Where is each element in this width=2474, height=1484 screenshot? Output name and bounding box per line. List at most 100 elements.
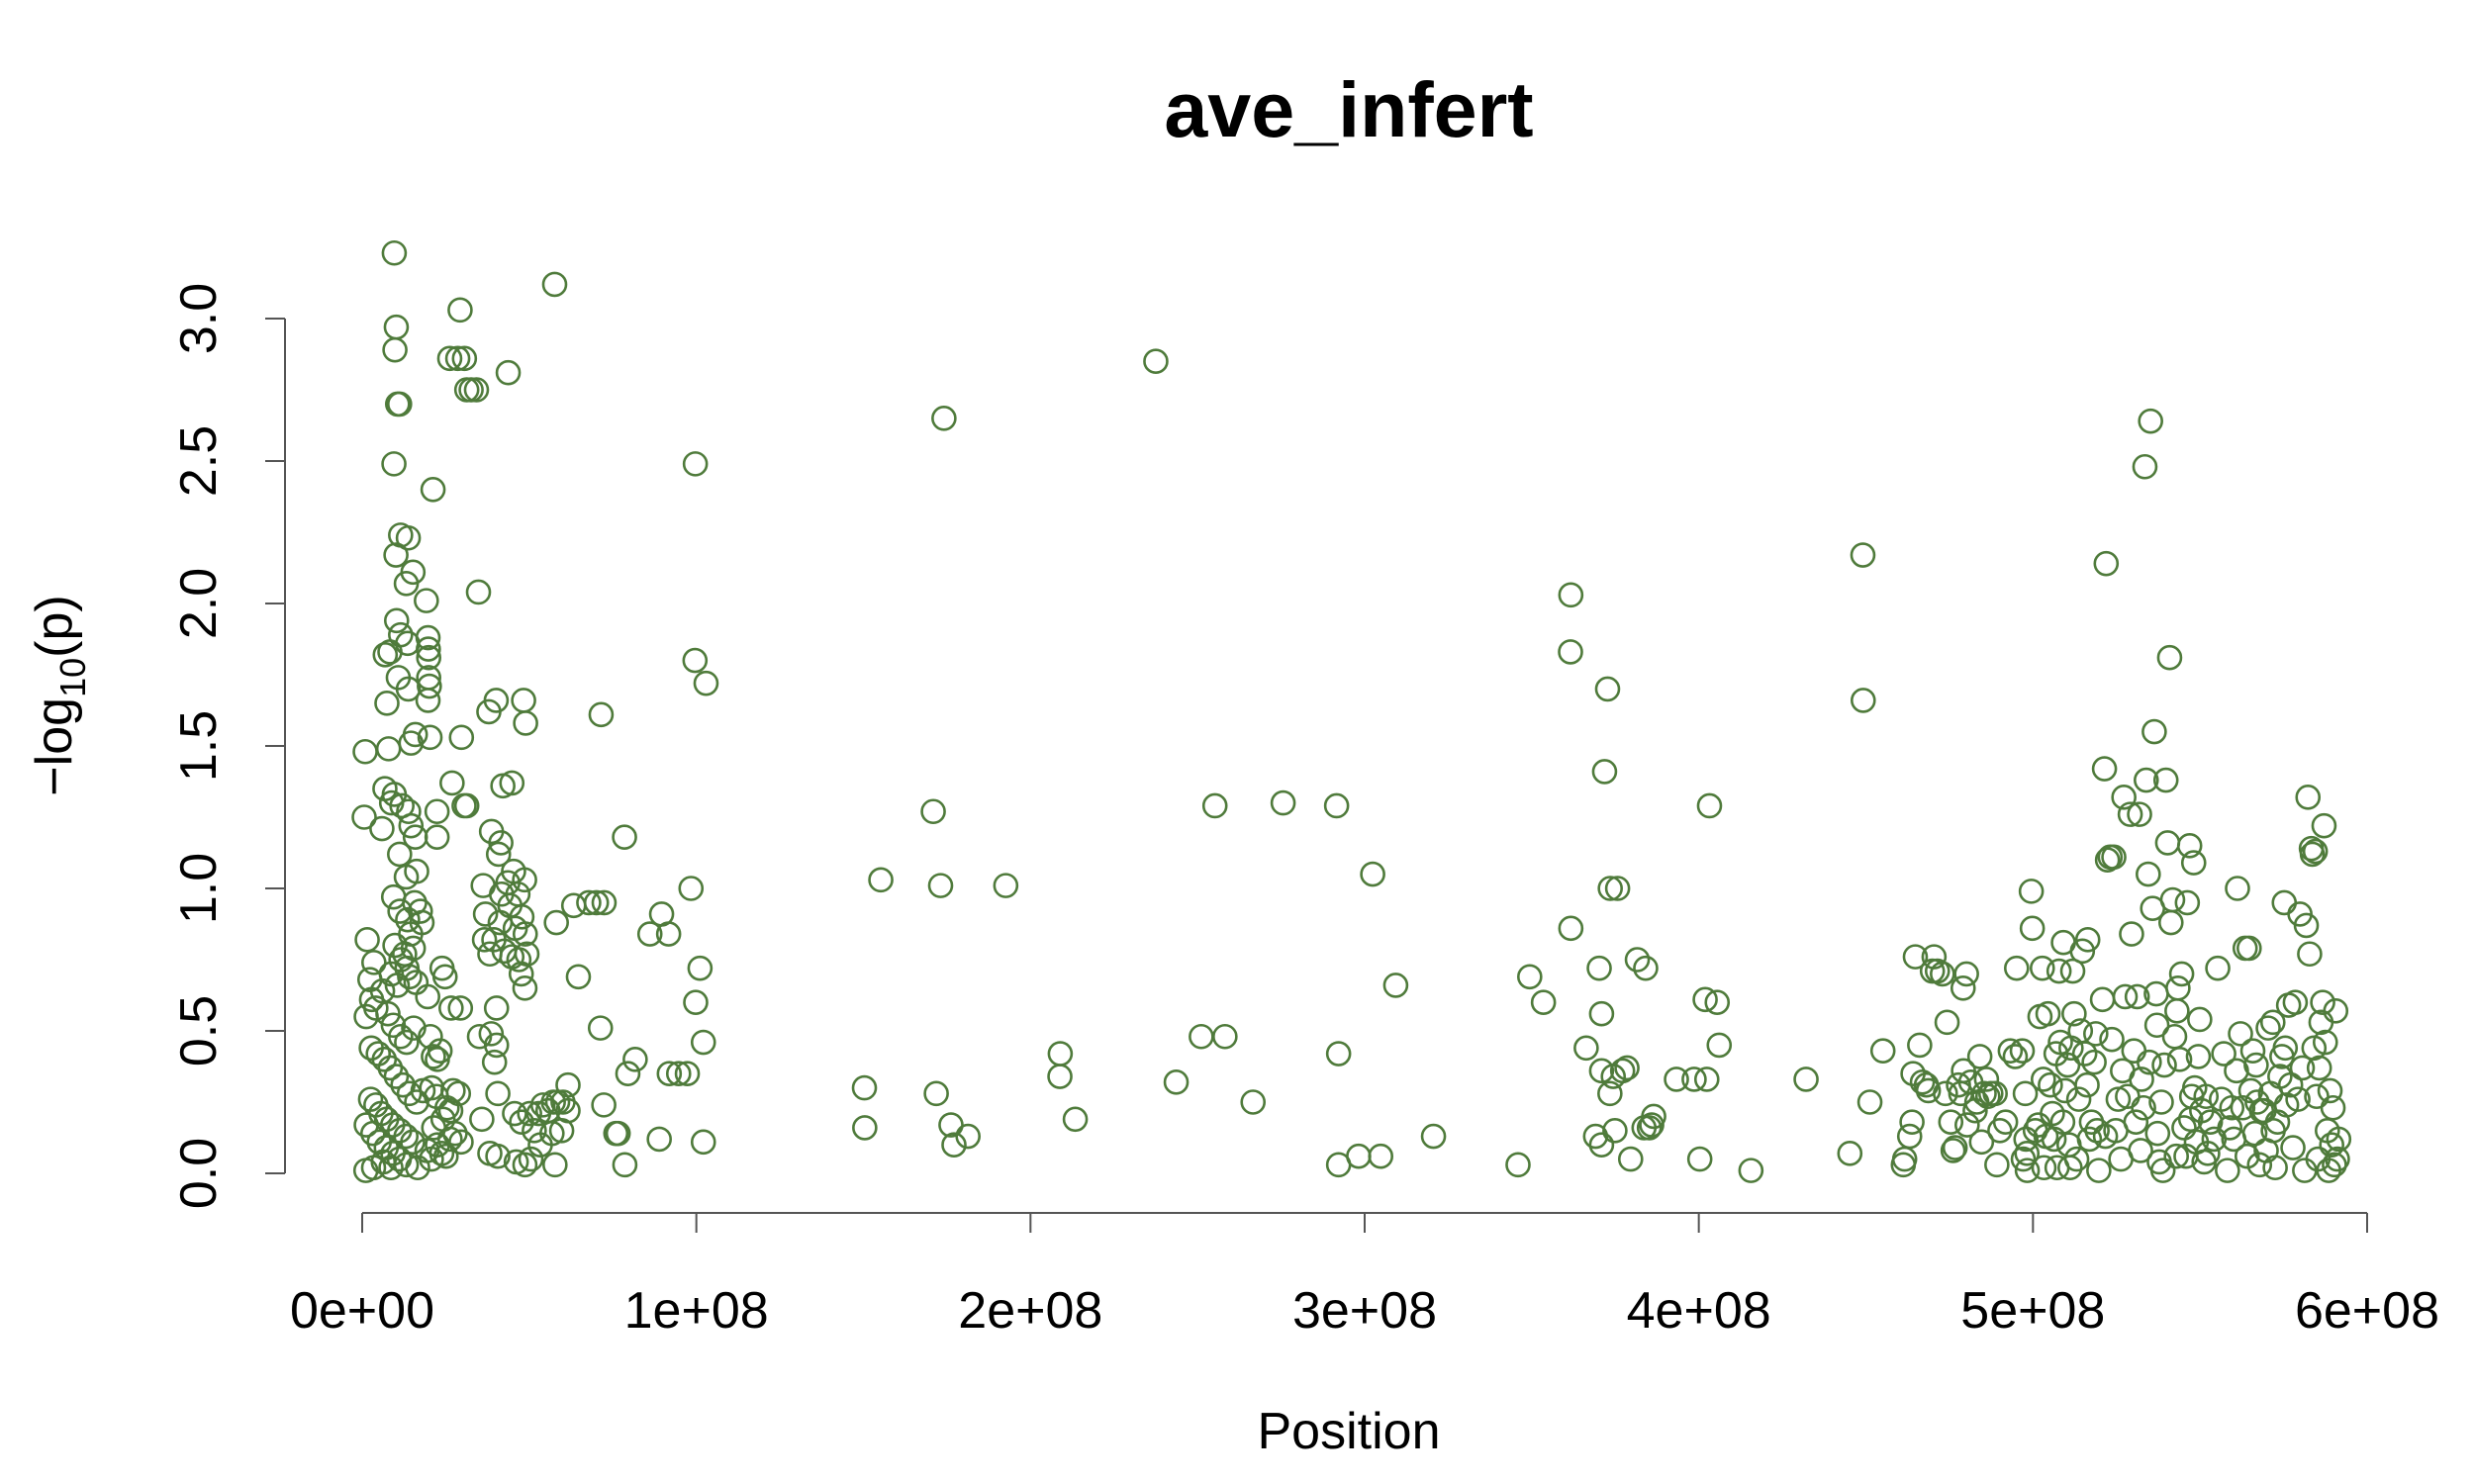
data-point <box>437 1126 463 1153</box>
data-point <box>1953 961 1979 987</box>
data-point <box>1950 974 1976 1001</box>
data-point <box>506 947 532 973</box>
data-point <box>2246 1152 2273 1178</box>
data-point <box>444 345 471 372</box>
data-point <box>1971 1080 1997 1107</box>
y-tick-label: 0.5 <box>170 995 228 1067</box>
data-points <box>351 239 2352 1183</box>
data-point <box>583 889 610 916</box>
data-point <box>2046 958 2072 984</box>
data-point <box>1240 1089 1267 1115</box>
data-point <box>495 359 522 386</box>
data-point <box>440 1077 466 1104</box>
data-point <box>2241 1120 2268 1147</box>
data-point <box>485 1080 511 1107</box>
data-point <box>351 804 377 830</box>
data-point <box>401 1015 427 1041</box>
data-point <box>2003 955 2030 981</box>
data-point <box>1856 1089 1883 1115</box>
data-point <box>2317 1077 2343 1104</box>
data-point <box>852 1115 878 1141</box>
data-point <box>2325 1146 2350 1172</box>
data-point <box>529 1092 556 1118</box>
data-point <box>2299 841 2326 868</box>
data-point <box>1143 348 1169 375</box>
data-point <box>2311 812 2337 839</box>
data-point <box>1604 876 1631 901</box>
data-point <box>1696 792 1723 819</box>
data-point <box>395 676 422 702</box>
data-point <box>1588 1132 1615 1158</box>
data-point <box>1597 1080 1623 1107</box>
data-point <box>2131 1094 2156 1121</box>
data-point <box>1930 961 1955 987</box>
data-point <box>2035 1000 2061 1027</box>
data-point <box>481 1049 508 1075</box>
data-point <box>1738 1158 1764 1183</box>
data-point <box>1617 1146 1644 1172</box>
data-point <box>2117 801 2143 827</box>
x-tick-label: 6e+08 <box>2295 1282 2439 1340</box>
data-point <box>2013 1126 2040 1153</box>
data-point <box>1992 1109 2019 1135</box>
data-point <box>2031 1067 2056 1092</box>
data-point <box>2301 1035 2328 1062</box>
data-point <box>1686 1146 1713 1172</box>
data-point <box>1163 1069 1189 1095</box>
data-point <box>1201 792 1228 819</box>
data-point <box>587 1015 614 1041</box>
data-point <box>1420 1123 1447 1150</box>
data-point <box>1899 1109 1925 1135</box>
x-tick-label: 2e+08 <box>958 1282 1102 1340</box>
data-point <box>382 336 408 363</box>
data-point <box>2177 1106 2204 1133</box>
data-point <box>421 1115 447 1141</box>
data-point <box>395 906 421 933</box>
data-point <box>687 955 714 981</box>
data-point <box>1573 1035 1599 1062</box>
data-point <box>383 607 410 634</box>
data-point <box>2128 1138 2153 1163</box>
x-axis: 0e+00 1e+08 2e+08 3e+08 4e+08 5e+08 6e+08 <box>290 1212 2439 1340</box>
data-point <box>437 1097 464 1124</box>
data-point <box>655 921 682 947</box>
data-point <box>656 1061 683 1086</box>
data-point <box>416 644 441 671</box>
data-point <box>511 688 536 713</box>
data-point <box>1933 1080 1958 1107</box>
data-point <box>382 932 408 959</box>
y-tick-label: 1.0 <box>170 853 228 924</box>
y-tick-label: 0.0 <box>170 1138 228 1209</box>
data-point <box>447 995 474 1021</box>
data-point <box>1902 944 1929 970</box>
data-point <box>416 636 441 662</box>
data-point <box>2285 1086 2311 1112</box>
data-point <box>2110 1058 2136 1084</box>
data-point <box>400 1129 426 1156</box>
data-point <box>2180 850 2207 876</box>
data-point <box>414 1138 440 1163</box>
data-point <box>2271 889 2298 916</box>
data-point <box>2014 1158 2041 1183</box>
data-point <box>2019 915 2046 942</box>
data-point <box>370 1149 397 1175</box>
data-point <box>2059 958 2086 984</box>
data-point <box>378 1155 404 1181</box>
data-point <box>1189 1023 1214 1050</box>
data-point <box>508 961 534 987</box>
data-point <box>591 1092 617 1118</box>
data-point <box>2099 1026 2125 1053</box>
data-point <box>414 588 439 613</box>
data-point <box>1966 1044 1993 1069</box>
data-point <box>418 1023 443 1050</box>
data-point <box>576 889 602 916</box>
data-point <box>923 1080 949 1107</box>
data-point <box>2312 1029 2338 1056</box>
data-point <box>2302 838 2329 865</box>
data-point <box>483 995 510 1021</box>
data-point <box>499 770 525 796</box>
data-point <box>938 1112 964 1138</box>
data-point <box>2138 408 2163 434</box>
data-point <box>374 690 400 716</box>
